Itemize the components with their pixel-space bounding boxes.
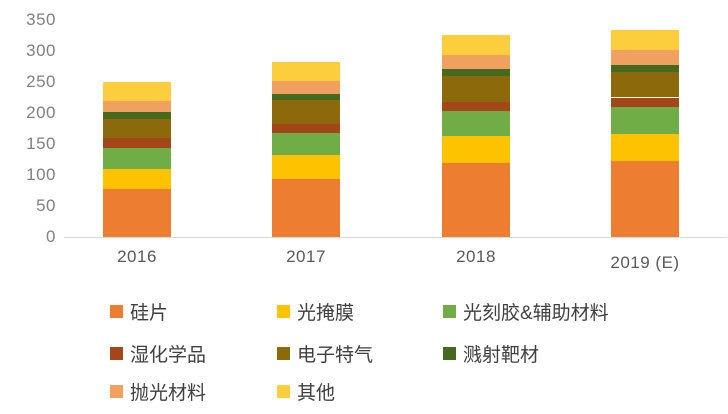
y-axis-tick-label: 150 (26, 134, 56, 153)
legend-item: 湿化学品 (110, 340, 206, 367)
legend-label: 其他 (297, 383, 336, 404)
y-axis-tick-label: 250 (26, 72, 56, 91)
bar-segment (611, 64, 679, 73)
legend-label: 溅射靶材 (463, 345, 540, 366)
x-axis-line (64, 237, 727, 238)
bar-segment (442, 34, 510, 55)
legend-swatch-icon (110, 305, 123, 318)
bar-segment (611, 97, 679, 108)
legend-label: 光掩膜 (297, 303, 355, 324)
bar-segment (103, 82, 171, 101)
bar-segment (611, 107, 679, 135)
bar-segment (103, 111, 171, 119)
bar-segment (103, 189, 171, 237)
bar-segment (442, 135, 510, 163)
bar-segment (103, 118, 171, 138)
bar-segment (272, 133, 340, 156)
y-axis-tick-label: 50 (36, 196, 56, 215)
legend-item: 抛光材料 (110, 378, 206, 405)
bar-segment (442, 75, 510, 102)
legend-item: 电子特气 (277, 340, 373, 367)
legend-swatch-icon (277, 347, 290, 360)
legend-swatch-icon (277, 385, 290, 398)
bar-segment (442, 68, 510, 76)
legend-label: 电子特气 (297, 345, 374, 366)
bar-segment (442, 54, 510, 69)
bar-segment (103, 147, 171, 169)
legend-swatch-icon (110, 347, 123, 360)
bar-segment (103, 137, 171, 148)
bar-segment (272, 155, 340, 180)
y-axis-tick-label: 350 (26, 10, 56, 29)
legend-swatch-icon (110, 385, 123, 398)
bar-segment (611, 72, 679, 98)
legend-label: 光刻胶&辅助材料 (463, 303, 609, 324)
legend-label: 硅片 (130, 303, 169, 324)
legend-item: 光掩膜 (277, 298, 354, 325)
legend-swatch-icon (443, 305, 456, 318)
bar-segment (611, 29, 679, 50)
bar-segment (442, 162, 510, 237)
bar-segment (272, 123, 340, 134)
legend-item: 其他 (277, 378, 335, 405)
legend-swatch-icon (277, 305, 290, 318)
bar-segment (442, 111, 510, 136)
x-axis-category-label: 2017 (286, 247, 326, 266)
y-axis-tick-label: 0 (46, 227, 56, 246)
bar-segment (103, 168, 171, 190)
y-axis-tick-label: 200 (26, 103, 56, 122)
bar-segment (103, 100, 171, 112)
x-axis-category-label: 2019 (E) (610, 253, 680, 272)
bar-segment (272, 81, 340, 94)
x-axis-category-label: 2018 (456, 247, 496, 266)
legend-label: 抛光材料 (130, 383, 207, 404)
bar-segment (611, 49, 679, 65)
legend-label: 湿化学品 (130, 345, 207, 366)
bar-segment (272, 99, 340, 124)
y-axis-tick-label: 100 (26, 165, 56, 184)
bar-segment (442, 101, 510, 112)
bar-segment (272, 179, 340, 237)
bar-segment (272, 62, 340, 82)
y-axis-tick-label: 300 (26, 41, 56, 60)
legend-item: 硅片 (110, 298, 168, 325)
bar-segment (611, 160, 679, 237)
x-axis-category-label: 2016 (117, 247, 157, 266)
legend-swatch-icon (443, 347, 456, 360)
bar-segment (272, 93, 340, 100)
bar-segment (611, 134, 679, 161)
legend-item: 光刻胶&辅助材料 (443, 298, 609, 325)
legend-item: 溅射靶材 (443, 340, 539, 367)
